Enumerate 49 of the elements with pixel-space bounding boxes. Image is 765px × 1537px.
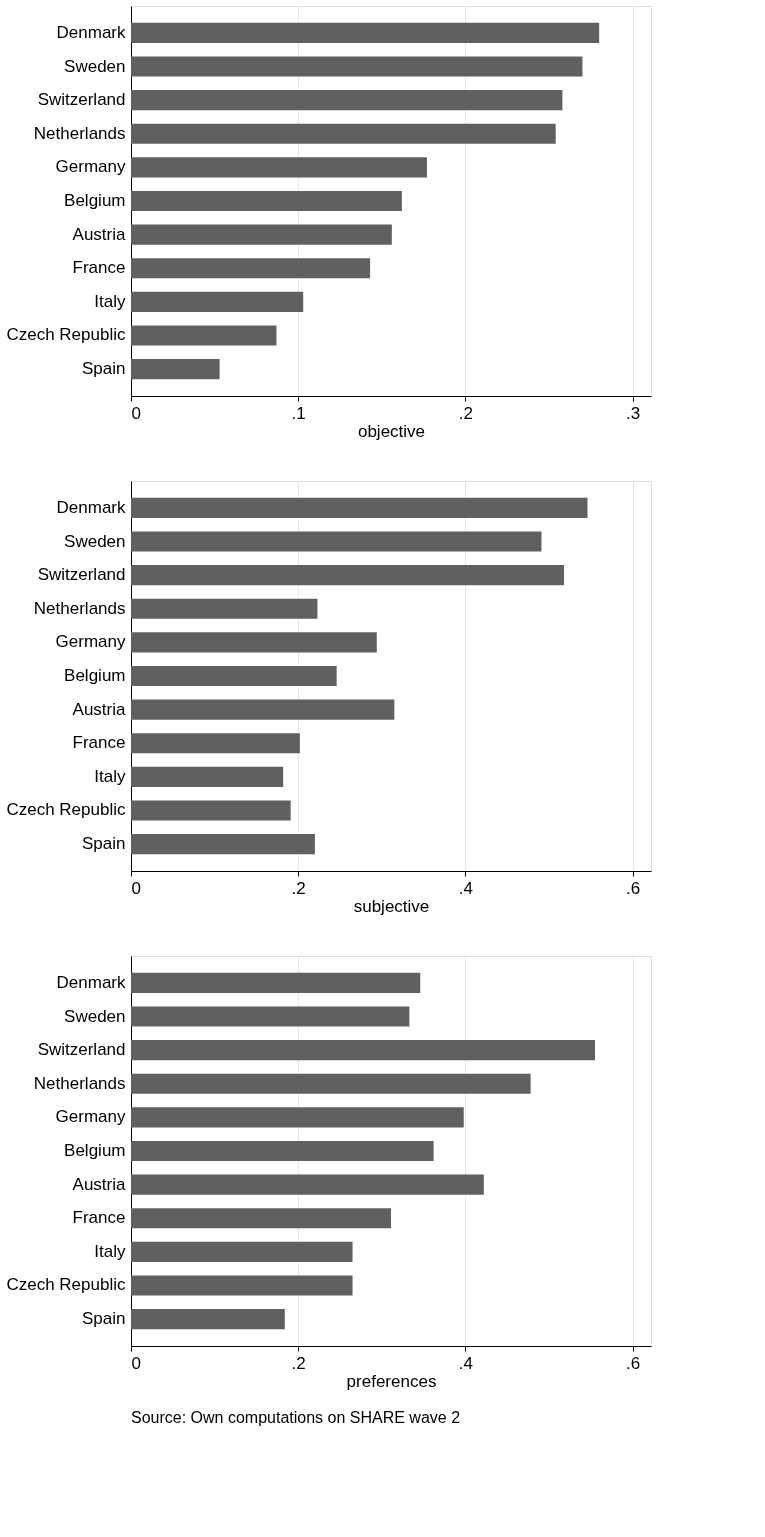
y-tick-label: Czech Republic: [6, 325, 126, 345]
y-tick-label: Switzerland: [37, 90, 126, 110]
y-tick-label: Spain: [82, 834, 126, 854]
y-tick-label: Sweden: [64, 56, 126, 76]
x-tick-label: 0: [131, 1353, 141, 1373]
y-tick-label: France: [72, 733, 126, 753]
y-tick-label: France: [72, 1208, 126, 1228]
y-tick-label: Sweden: [64, 531, 126, 551]
y-tick-label: Belgium: [64, 666, 126, 685]
y-tick-label: Germany: [55, 632, 126, 652]
x-axis-title: subjective: [353, 896, 430, 916]
y-tick-label: Spain: [82, 1309, 126, 1329]
y-tick-label: Belgium: [64, 1141, 126, 1160]
y-tick-label: Switzerland: [37, 1040, 126, 1060]
y-tick-label: Netherlands: [33, 598, 126, 618]
y-tick-label: Denmark: [56, 972, 126, 992]
x-tick-label: 0: [131, 403, 141, 423]
y-tick-label: Spain: [82, 359, 126, 379]
x-tick-label: .6: [626, 1353, 641, 1373]
x-tick-label: .4: [458, 1353, 473, 1373]
x-tick-label: .1: [291, 403, 306, 423]
y-tick-label: Austria: [72, 1174, 127, 1194]
x-tick-label: .4: [458, 878, 473, 898]
y-tick-label: Italy: [94, 1241, 126, 1261]
y-tick-label: Denmark: [56, 22, 126, 42]
x-axis-title: preferences: [346, 1371, 437, 1391]
x-tick-label: 0: [131, 878, 141, 898]
y-tick-label: Austria: [72, 224, 127, 244]
y-tick-label: Germany: [55, 157, 126, 177]
x-tick-label: .2: [458, 403, 473, 423]
y-tick-label: France: [72, 258, 126, 278]
y-tick-label: Switzerland: [37, 565, 126, 585]
y-tick-label: Austria: [72, 699, 127, 719]
x-tick-label: .2: [291, 878, 306, 898]
x-tick-label: .3: [626, 403, 641, 423]
y-tick-label: Belgium: [64, 191, 126, 210]
x-axis-title: objective: [357, 421, 426, 441]
y-tick-label: Italy: [94, 291, 126, 311]
source-note: Source: Own computations on SHARE wave 2: [131, 1408, 461, 1426]
y-tick-label: Czech Republic: [6, 800, 126, 820]
y-tick-label: Sweden: [64, 1006, 126, 1026]
y-tick-label: Denmark: [56, 497, 126, 517]
y-tick-label: Netherlands: [33, 1073, 126, 1093]
x-tick-label: .6: [626, 878, 641, 898]
y-tick-label: Czech Republic: [6, 1275, 126, 1295]
x-tick-label: .2: [291, 1353, 306, 1373]
y-tick-label: Italy: [94, 766, 126, 786]
y-tick-label: Netherlands: [33, 123, 126, 143]
y-tick-label: Germany: [55, 1107, 126, 1127]
